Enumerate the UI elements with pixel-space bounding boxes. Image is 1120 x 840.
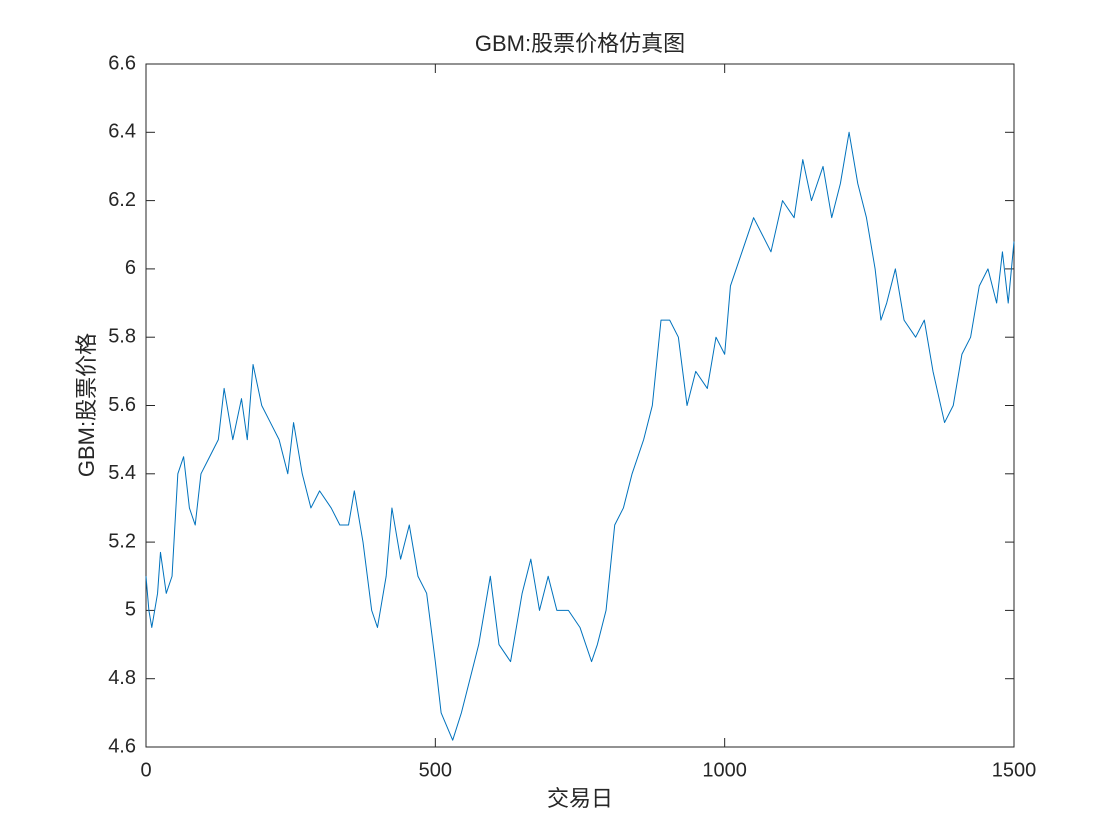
y-tick-label: 5.8: [108, 325, 136, 347]
chart-title: GBM:股票价格仿真图: [475, 31, 685, 56]
x-axis-label: 交易日: [547, 786, 613, 811]
x-tick-label: 0: [140, 759, 151, 781]
price-line: [145, 131, 1015, 741]
y-tick-label: 6.6: [108, 52, 136, 74]
y-tick-label: 5.6: [108, 394, 136, 416]
x-tick-label: 1500: [992, 759, 1037, 781]
y-tick-label: 5: [125, 599, 136, 621]
y-tick-label: 6: [125, 257, 136, 279]
y-tick-label: 6.4: [108, 121, 136, 143]
plot-area: [145, 63, 1015, 748]
y-axis-label: GBM:股票价格: [74, 333, 99, 477]
x-tick-label: 500: [419, 759, 452, 781]
y-tick-label: 4.6: [108, 735, 136, 757]
y-tick-label: 5.4: [108, 462, 136, 484]
y-tick-label: 5.2: [108, 530, 136, 552]
y-tick-label: 6.2: [108, 189, 136, 211]
y-tick-label: 4.8: [108, 667, 136, 689]
x-tick-label: 1000: [702, 759, 747, 781]
